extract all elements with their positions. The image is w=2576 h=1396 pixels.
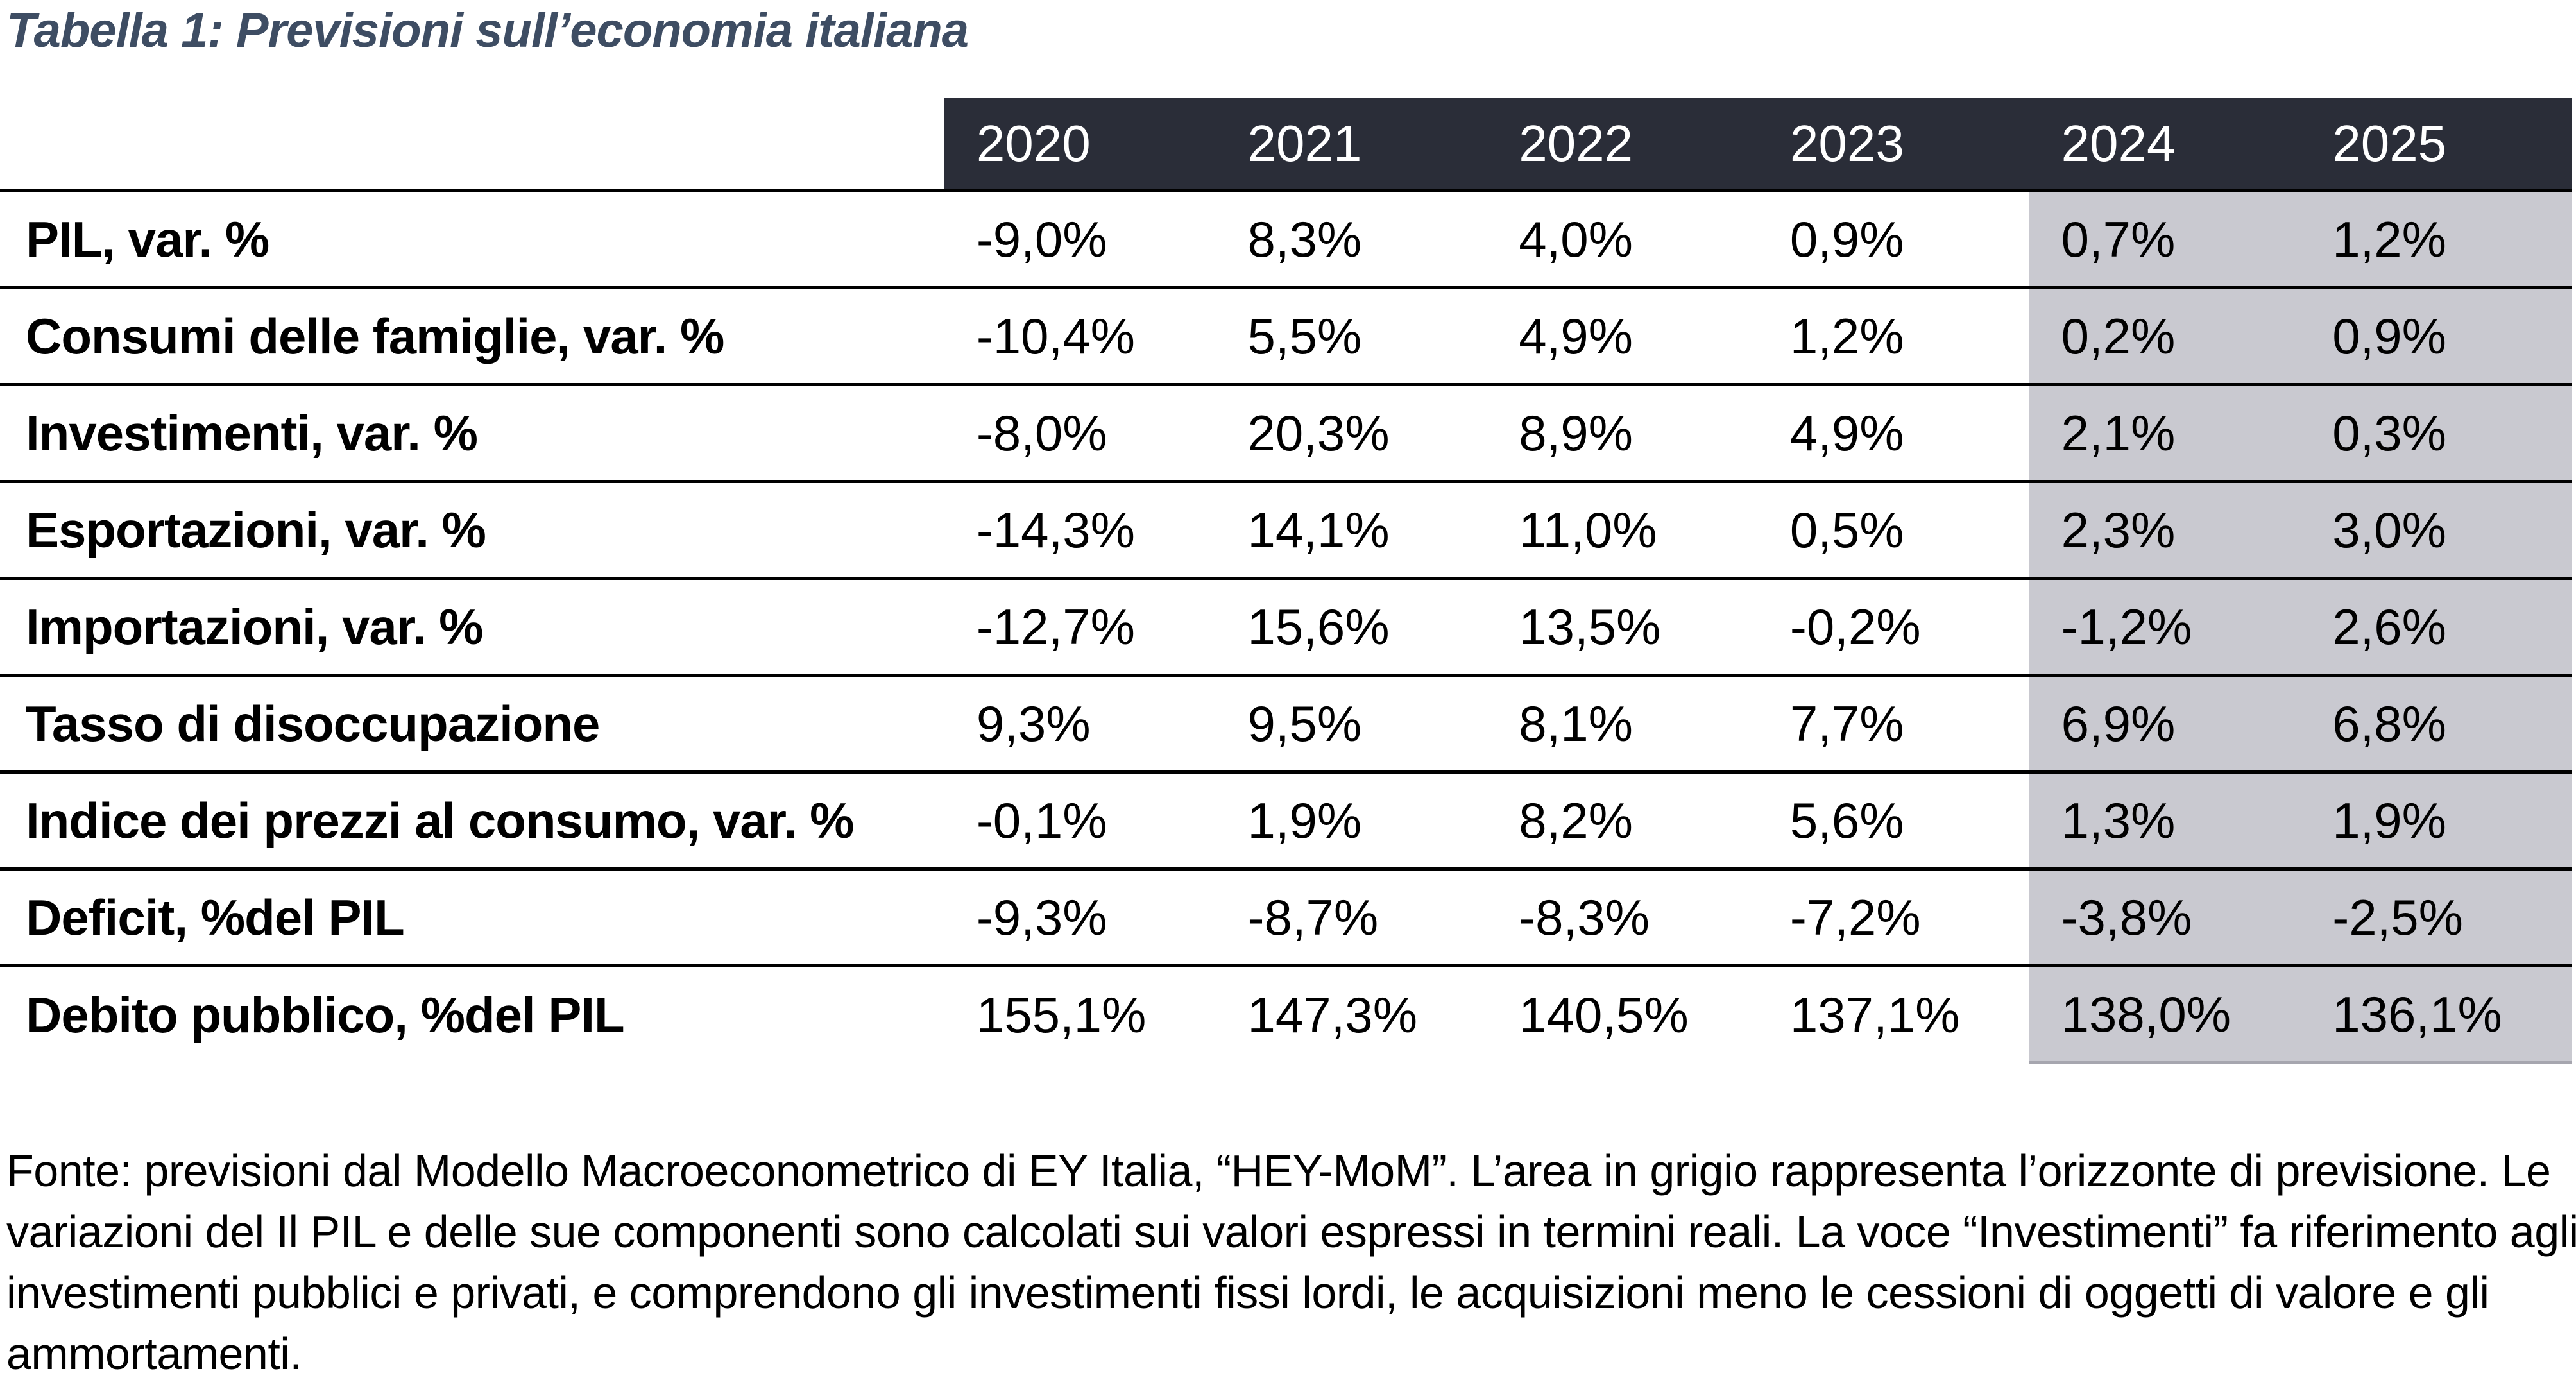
table-row-consumi: Consumi delle famiglie, var. % -10,4% 5,… [0, 286, 2572, 385]
value-cell-forecast: 3,0% [2300, 480, 2572, 579]
row-label: Consumi delle famiglie, var. % [0, 286, 944, 385]
header-corner-cell [0, 98, 944, 191]
value-cell: -7,2% [1757, 867, 2029, 966]
value-cell-forecast: 0,7% [2029, 189, 2301, 288]
year-header-2023: 2023 [1757, 98, 2029, 191]
value-cell: 8,1% [1487, 674, 1758, 772]
year-header-2021: 2021 [1215, 98, 1487, 191]
header-row: 2020 2021 2022 2023 2024 2025 [0, 98, 2572, 191]
value-cell: 20,3% [1215, 383, 1487, 482]
value-cell: 4,9% [1757, 383, 2029, 482]
value-cell: 8,9% [1487, 383, 1758, 482]
row-label: Tasso di disoccupazione [0, 674, 944, 772]
table-row-prezzi: Indice dei prezzi al consumo, var. % -0,… [0, 770, 2572, 869]
source-note: Fonte: previsioni dal Modello Macroecono… [6, 1141, 2576, 1384]
value-cell: 1,2% [1757, 286, 2029, 385]
value-cell: 0,9% [1757, 189, 2029, 288]
value-cell-forecast: 6,9% [2029, 674, 2301, 772]
value-cell-forecast: 1,3% [2029, 770, 2301, 869]
year-header-2020: 2020 [944, 98, 1216, 191]
value-cell-forecast: 0,3% [2300, 383, 2572, 482]
value-cell: 11,0% [1487, 480, 1758, 579]
table-row-disoccupazione: Tasso di disoccupazione 9,3% 9,5% 8,1% 7… [0, 674, 2572, 772]
table-row-importazioni: Importazioni, var. % -12,7% 15,6% 13,5% … [0, 577, 2572, 676]
value-cell: -9,0% [944, 189, 1216, 288]
value-cell-forecast: 0,9% [2300, 286, 2572, 385]
row-label: Esportazioni, var. % [0, 480, 944, 579]
table-row-pil: PIL, var. % -9,0% 8,3% 4,0% 0,9% 0,7% 1,… [0, 189, 2572, 288]
value-cell-forecast: -1,2% [2029, 577, 2301, 676]
source-note-line: Fonte: previsioni dal Modello Macroecono… [6, 1146, 2551, 1196]
year-header-2024: 2024 [2029, 98, 2301, 191]
value-cell: 9,3% [944, 674, 1216, 772]
source-note-line: investimenti pubblici e privati, e compr… [6, 1268, 2489, 1318]
table-row-deficit: Deficit, %del PIL -9,3% -8,7% -8,3% -7,2… [0, 867, 2572, 966]
value-cell: 14,1% [1215, 480, 1487, 579]
value-cell: 7,7% [1757, 674, 2029, 772]
value-cell: 137,1% [1757, 964, 2029, 1063]
value-cell: 0,5% [1757, 480, 2029, 579]
value-cell: -0,2% [1757, 577, 2029, 676]
value-cell: 4,0% [1487, 189, 1758, 288]
value-cell-forecast: -2,5% [2300, 867, 2572, 966]
value-cell-forecast: 136,1% [2300, 964, 2572, 1064]
source-note-line: ammortamenti. [6, 1329, 302, 1379]
value-cell: 5,6% [1757, 770, 2029, 869]
value-cell: 4,9% [1487, 286, 1758, 385]
year-header-2022: 2022 [1487, 98, 1758, 191]
value-cell: 155,1% [944, 964, 1216, 1063]
value-cell-forecast: 6,8% [2300, 674, 2572, 772]
table-row-investimenti: Investimenti, var. % -8,0% 20,3% 8,9% 4,… [0, 383, 2572, 482]
value-cell: 140,5% [1487, 964, 1758, 1063]
value-cell: -9,3% [944, 867, 1216, 966]
value-cell: 8,2% [1487, 770, 1758, 869]
value-cell: 5,5% [1215, 286, 1487, 385]
row-label: PIL, var. % [0, 189, 944, 288]
row-label: Investimenti, var. % [0, 383, 944, 482]
value-cell-forecast: 138,0% [2029, 964, 2301, 1064]
row-label: Debito pubblico, %del PIL [0, 964, 944, 1063]
value-cell: -0,1% [944, 770, 1216, 869]
value-cell: -8,0% [944, 383, 1216, 482]
value-cell: -8,3% [1487, 867, 1758, 966]
value-cell: 1,9% [1215, 770, 1487, 869]
value-cell-forecast: 1,9% [2300, 770, 2572, 869]
value-cell: 8,3% [1215, 189, 1487, 288]
value-cell: -10,4% [944, 286, 1216, 385]
value-cell-forecast: 1,2% [2300, 189, 2572, 288]
row-label: Deficit, %del PIL [0, 867, 944, 966]
value-cell: -14,3% [944, 480, 1216, 579]
forecast-table: 2020 2021 2022 2023 2024 2025 PIL, var. … [0, 98, 2572, 1064]
value-cell-forecast: -3,8% [2029, 867, 2301, 966]
table-title: Tabella 1: Previsioni sull’economia ital… [6, 3, 969, 58]
source-note-line: variazioni del Il PIL e delle sue compon… [6, 1207, 2576, 1257]
value-cell: 15,6% [1215, 577, 1487, 676]
value-cell-forecast: 2,3% [2029, 480, 2301, 579]
row-label: Importazioni, var. % [0, 577, 944, 676]
forecast-table-container: 2020 2021 2022 2023 2024 2025 PIL, var. … [0, 98, 2572, 1064]
value-cell-forecast: 2,6% [2300, 577, 2572, 676]
value-cell: -12,7% [944, 577, 1216, 676]
table-row-esportazioni: Esportazioni, var. % -14,3% 14,1% 11,0% … [0, 480, 2572, 579]
value-cell-forecast: 2,1% [2029, 383, 2301, 482]
table-row-debito: Debito pubblico, %del PIL 155,1% 147,3% … [0, 964, 2572, 1064]
value-cell: 147,3% [1215, 964, 1487, 1063]
value-cell: -8,7% [1215, 867, 1487, 966]
value-cell: 13,5% [1487, 577, 1758, 676]
value-cell-forecast: 0,2% [2029, 286, 2301, 385]
value-cell: 9,5% [1215, 674, 1487, 772]
year-header-2025: 2025 [2300, 98, 2572, 191]
row-label: Indice dei prezzi al consumo, var. % [0, 770, 944, 869]
